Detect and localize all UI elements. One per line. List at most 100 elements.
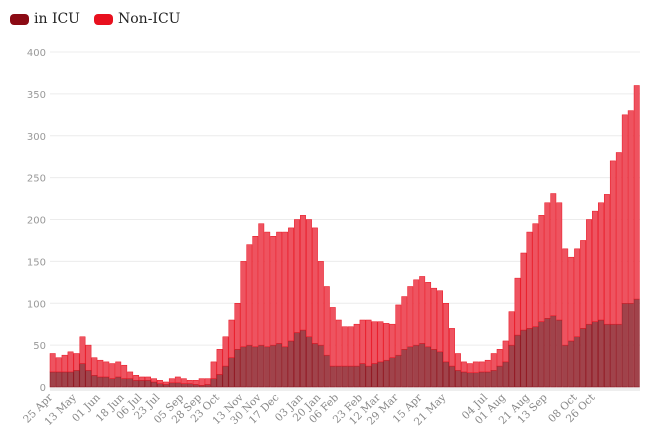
bar-icu bbox=[425, 346, 432, 388]
bar-non-icu bbox=[85, 344, 92, 371]
bar-icu bbox=[514, 334, 521, 388]
bar-icu bbox=[180, 383, 187, 388]
bar-non-icu bbox=[115, 361, 122, 378]
bar-icu bbox=[550, 315, 557, 388]
bar-icu bbox=[300, 329, 306, 388]
bar-non-icu bbox=[395, 304, 402, 356]
bar-non-icu bbox=[306, 219, 312, 337]
bar-non-icu bbox=[568, 256, 575, 342]
bar-non-icu bbox=[103, 361, 110, 378]
bar-non-icu bbox=[401, 296, 408, 350]
bar-non-icu bbox=[377, 321, 384, 363]
bar-icu bbox=[276, 343, 283, 388]
bar-icu bbox=[598, 319, 604, 388]
bar-icu bbox=[389, 357, 396, 388]
bar-non-icu bbox=[544, 202, 551, 319]
bar-non-icu bbox=[407, 286, 414, 348]
y-tick-label: 100 bbox=[27, 299, 46, 310]
bar-non-icu bbox=[198, 378, 205, 386]
bar-non-icu bbox=[484, 359, 491, 373]
bar-icu bbox=[252, 346, 259, 388]
bar-icu bbox=[270, 344, 277, 388]
icu-swatch bbox=[10, 13, 29, 25]
bar-icu bbox=[55, 371, 62, 388]
bar-icu bbox=[401, 349, 408, 388]
bar-non-icu bbox=[496, 349, 503, 367]
bar-non-icu bbox=[157, 380, 163, 384]
bar-non-icu bbox=[323, 286, 330, 356]
bar-icu bbox=[556, 319, 563, 388]
bar-icu bbox=[562, 344, 569, 388]
y-tick-label: 350 bbox=[27, 90, 46, 101]
bar-icu bbox=[580, 328, 587, 388]
bar-non-icu bbox=[79, 336, 86, 364]
bar-icu bbox=[377, 361, 384, 388]
bar-icu bbox=[97, 376, 104, 388]
bar-icu bbox=[49, 371, 56, 388]
bar-icu bbox=[240, 346, 247, 388]
bar-non-icu bbox=[335, 319, 342, 367]
bar-icu bbox=[127, 378, 134, 388]
bar-icu bbox=[544, 318, 551, 388]
bar-icu bbox=[347, 365, 354, 388]
bar-non-icu bbox=[562, 248, 569, 346]
bar-icu bbox=[615, 323, 622, 388]
bar-icu bbox=[145, 380, 151, 388]
bar-icu bbox=[371, 363, 378, 388]
bar-icu bbox=[198, 385, 205, 388]
bar-icu bbox=[151, 381, 157, 388]
bar-icu bbox=[437, 351, 443, 388]
bar-icu bbox=[162, 384, 169, 388]
bar-non-icu bbox=[252, 236, 259, 348]
bar-non-icu bbox=[151, 378, 157, 383]
bar-icu bbox=[478, 371, 485, 388]
bar-non-icu bbox=[97, 359, 104, 378]
bar-non-icu bbox=[514, 277, 521, 336]
bar-icu bbox=[258, 344, 265, 388]
bar-icu bbox=[335, 365, 342, 388]
bar-non-icu bbox=[216, 349, 223, 375]
bar-icu bbox=[103, 376, 110, 388]
bar-non-icu bbox=[174, 376, 181, 384]
bar-icu bbox=[449, 365, 455, 388]
bar-icu bbox=[407, 346, 414, 388]
bar-non-icu bbox=[240, 261, 247, 348]
bar-non-icu bbox=[550, 193, 557, 317]
bar-icu bbox=[91, 375, 98, 388]
legend-item-icu[interactable]: in ICU bbox=[10, 11, 80, 27]
bar-non-icu bbox=[288, 227, 294, 342]
bar-icu bbox=[234, 349, 241, 388]
bar-non-icu bbox=[598, 202, 604, 321]
bar-icu bbox=[174, 382, 181, 388]
bar-non-icu bbox=[609, 160, 616, 325]
bar-icu bbox=[341, 365, 348, 388]
bar-icu bbox=[455, 370, 461, 388]
bar-non-icu bbox=[621, 114, 628, 304]
bar-non-icu bbox=[431, 287, 438, 350]
bar-non-icu bbox=[162, 381, 169, 385]
bar-non-icu bbox=[127, 371, 134, 379]
bar-icu bbox=[210, 378, 217, 388]
bar-non-icu bbox=[347, 326, 354, 367]
non-icu-swatch bbox=[94, 13, 113, 25]
bar-non-icu bbox=[419, 276, 426, 344]
bar-icu bbox=[496, 365, 503, 388]
bar-icu bbox=[502, 361, 509, 388]
bar-icu bbox=[365, 365, 372, 388]
legend: in ICU Non-ICU bbox=[10, 11, 180, 27]
bar-icu bbox=[574, 336, 581, 388]
y-tick-label: 300 bbox=[27, 132, 46, 143]
x-axis-band bbox=[50, 387, 640, 391]
bar-icu bbox=[526, 328, 533, 388]
bar-icu bbox=[419, 343, 426, 388]
legend-item-non-icu[interactable]: Non-ICU bbox=[94, 11, 180, 27]
bar-non-icu bbox=[300, 215, 306, 331]
bar-non-icu bbox=[311, 227, 318, 344]
bar-non-icu bbox=[264, 231, 271, 348]
bar-non-icu bbox=[460, 361, 467, 373]
bar-non-icu bbox=[449, 328, 455, 367]
bar-icu bbox=[121, 378, 128, 388]
bar-icu bbox=[288, 340, 294, 388]
bar-non-icu bbox=[520, 252, 527, 331]
